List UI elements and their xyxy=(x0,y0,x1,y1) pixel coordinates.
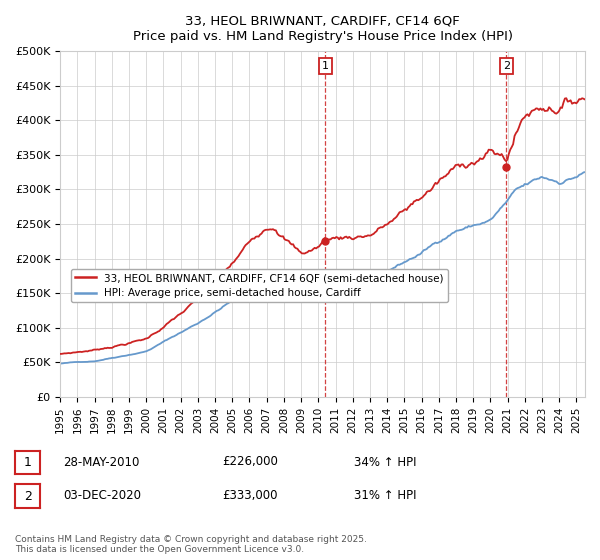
Text: 34% ↑ HPI: 34% ↑ HPI xyxy=(354,455,416,469)
Text: 2: 2 xyxy=(23,489,32,503)
Title: 33, HEOL BRIWNANT, CARDIFF, CF14 6QF
Price paid vs. HM Land Registry's House Pri: 33, HEOL BRIWNANT, CARDIFF, CF14 6QF Pri… xyxy=(133,15,512,43)
Text: 31% ↑ HPI: 31% ↑ HPI xyxy=(354,489,416,502)
Text: 2: 2 xyxy=(503,62,510,71)
Text: 28-MAY-2010: 28-MAY-2010 xyxy=(63,455,139,469)
Text: 1: 1 xyxy=(23,456,32,469)
Text: 1: 1 xyxy=(322,62,329,71)
Legend: 33, HEOL BRIWNANT, CARDIFF, CF14 6QF (semi-detached house), HPI: Average price, : 33, HEOL BRIWNANT, CARDIFF, CF14 6QF (se… xyxy=(71,269,448,302)
Text: £333,000: £333,000 xyxy=(222,489,277,502)
Text: £226,000: £226,000 xyxy=(222,455,278,469)
Text: 03-DEC-2020: 03-DEC-2020 xyxy=(63,489,141,502)
Text: Contains HM Land Registry data © Crown copyright and database right 2025.
This d: Contains HM Land Registry data © Crown c… xyxy=(15,535,367,554)
